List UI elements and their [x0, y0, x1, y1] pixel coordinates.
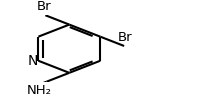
Text: Br: Br — [118, 31, 133, 44]
Text: N: N — [28, 54, 38, 68]
Text: Br: Br — [37, 0, 52, 13]
Text: NH₂: NH₂ — [27, 84, 52, 97]
